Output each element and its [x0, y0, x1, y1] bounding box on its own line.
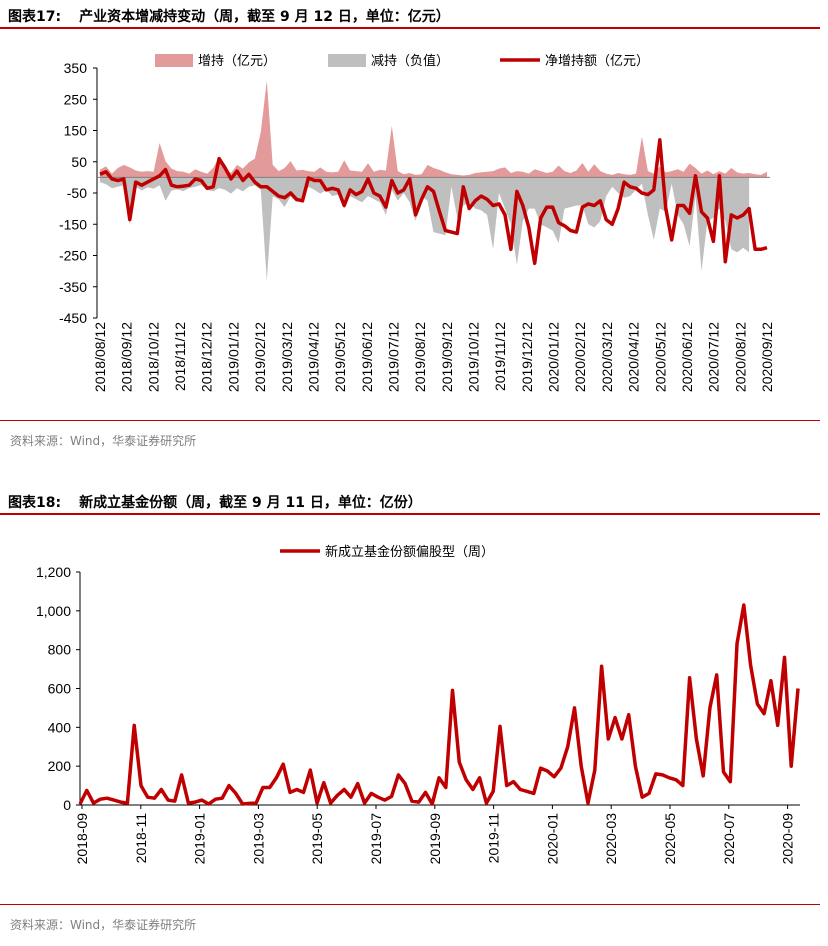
y-tick-label: 1,200 [36, 564, 71, 580]
legend-decrease-swatch [328, 54, 366, 67]
x-tick-label: 2019/06/12 [359, 322, 375, 392]
y-tick-label: -150 [59, 216, 87, 232]
legend-net-label: 净增持额（亿元） [545, 54, 649, 69]
y-tick-label: -450 [59, 310, 87, 326]
x-tick-label: 2020/04/12 [626, 322, 642, 392]
figure-17-caption: 产业资本增减持变动（周，截至 9 月 12 日，单位：亿元） [79, 9, 450, 25]
figure-18-bottom-rule [0, 904, 820, 905]
x-tick-label: 2020/03/12 [599, 322, 615, 392]
figure-17-title: 图表17: 产业资本增减持变动（周，截至 9 月 12 日，单位：亿元） [8, 6, 450, 26]
figure-17-bottom-rule [0, 420, 820, 421]
x-tick-label: 2020-09 [780, 813, 796, 865]
x-tick-label: 2019/08/12 [412, 322, 428, 392]
figure-18-title: 图表18: 新成立基金份额（周，截至 9 月 11 日，单位：亿份） [8, 492, 422, 512]
y-tick-label: 0 [63, 797, 71, 813]
x-tick-label: 2020-05 [662, 813, 678, 865]
x-tick-label: 2018-09 [74, 813, 90, 865]
x-tick-label: 2020/06/12 [679, 322, 695, 392]
y-tick-label: 400 [48, 719, 72, 735]
x-tick-label: 2019/12/12 [519, 322, 535, 392]
new-fund-shares-line [78, 603, 800, 806]
x-tick-label: 2020-07 [721, 813, 737, 865]
x-tick-label: 2019/09/12 [439, 322, 455, 392]
legend-decrease-label: 减持（负值） [371, 53, 449, 69]
x-tick-label: 2019/04/12 [305, 322, 321, 392]
y-tick-label: 250 [64, 91, 88, 107]
x-tick-label: 2018/08/12 [92, 322, 108, 392]
figure-18-caption: 新成立基金份额（周，截至 9 月 11 日，单位：亿份） [79, 495, 422, 511]
y-tick-label: 200 [48, 758, 72, 774]
x-tick-label: 2019-11 [486, 813, 502, 864]
y-tick-label: 600 [48, 681, 72, 697]
x-tick-label: 2019/03/12 [279, 322, 295, 392]
increase-area [100, 80, 767, 178]
net-increase-line [99, 138, 768, 266]
y-tick-label: -250 [59, 248, 87, 264]
x-tick-label: 2020-01 [544, 813, 560, 865]
x-tick-label: 2019-09 [427, 813, 443, 865]
y-tick-label: 1,000 [36, 603, 71, 619]
x-tick-label: 2019/05/12 [332, 322, 348, 392]
x-tick-label: 2019/02/12 [252, 322, 268, 392]
figure-18-top-rule [0, 513, 820, 515]
x-tick-label: 2018-11 [133, 813, 149, 864]
figure-17-source: 资料来源：Wind，华泰证券研究所 [10, 434, 197, 448]
figure-18-number: 图表18: [8, 495, 62, 511]
legend-fund-label: 新成立基金份额偏股型（周） [325, 544, 494, 560]
x-tick-label: 2018/10/12 [145, 322, 161, 392]
legend-increase-swatch [155, 54, 193, 67]
x-tick-label: 2020/02/12 [572, 322, 588, 392]
y-tick-label: 50 [71, 154, 87, 170]
legend-increase-label: 增持（亿元） [198, 54, 276, 69]
x-tick-label: 2018/12/12 [199, 322, 215, 392]
y-tick-label: -350 [59, 279, 87, 295]
x-tick-label: 2020/08/12 [732, 322, 748, 392]
x-tick-label: 2018/09/12 [119, 322, 135, 392]
y-tick-label: 350 [64, 60, 88, 76]
x-tick-label: 2019-05 [309, 813, 325, 865]
x-tick-label: 2019/01/12 [225, 322, 241, 392]
y-tick-label: -50 [67, 185, 87, 201]
x-tick-label: 2020/01/12 [546, 322, 562, 392]
x-tick-label: 2020/05/12 [652, 322, 668, 392]
figure-17-top-rule [0, 27, 820, 29]
x-tick-label: 2019-07 [368, 813, 384, 865]
x-tick-label: 2019/11/12 [492, 322, 508, 391]
capital-flow-chart: 350 250 150 50 -50 -150 -250 -350 -450 2018/08/12… [59, 53, 775, 392]
figure-18-source: 资料来源：Wind，华泰证券研究所 [10, 918, 197, 932]
figure-17-number: 图表17: [8, 9, 62, 25]
x-tick-label: 2019-01 [192, 813, 208, 865]
x-tick-label: 2019/07/12 [386, 322, 402, 392]
x-tick-label: 2019/10/12 [466, 322, 482, 392]
x-tick-label: 2018/11/12 [172, 322, 188, 391]
x-tick-label: 2020/07/12 [706, 322, 722, 392]
y-tick-label: 800 [48, 642, 72, 658]
x-tick-label: 2020/09/12 [759, 322, 775, 392]
y-tick-label: 150 [64, 123, 88, 139]
x-tick-label: 2019-03 [250, 813, 266, 865]
x-tick-label: 2020-03 [603, 813, 619, 865]
